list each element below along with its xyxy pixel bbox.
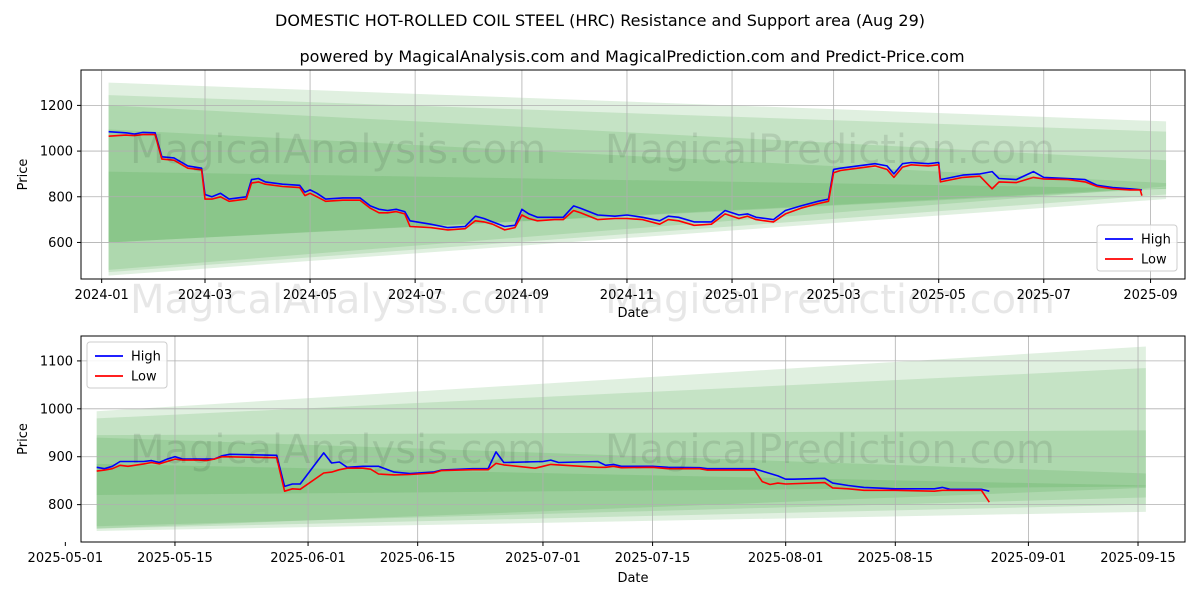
x-tick-label: 2024-11 <box>600 288 654 303</box>
watermark: MagicalAnalysis.com MagicalPrediction.com <box>130 427 1055 473</box>
support-resistance-band-3 <box>108 105 1167 243</box>
chart-subtitle: powered by MagicalAnalysis.com and Magic… <box>299 47 964 66</box>
support-resistance-band-2 <box>108 95 1167 273</box>
x-tick-label: 2025-03 <box>806 288 860 303</box>
x-tick-label: 2025-09 <box>1123 288 1177 303</box>
x-tick-label: 2025-07-15 <box>615 551 691 566</box>
watermark-text: MagicalPrediction.com <box>605 277 1055 323</box>
x-axis-label: Date <box>617 306 648 321</box>
y-tick-label: 800 <box>48 498 73 513</box>
x-tick-label: 2025-08-01 <box>748 551 824 566</box>
x-tick-label: 2025-07 <box>1017 288 1071 303</box>
support-resistance-band-5 <box>108 171 1167 243</box>
support-resistance-band-4 <box>108 129 1167 270</box>
legend-label-low: Low <box>1141 253 1167 268</box>
x-tick-label: 2025-09-01 <box>991 551 1067 566</box>
x-tick-label: 2025-05 <box>912 288 966 303</box>
legend-label-high: High <box>131 350 161 365</box>
watermark-text: MagicalPrediction.com <box>605 127 1055 173</box>
x-tick-label: 2025-05-15 <box>137 551 213 566</box>
plot-frame <box>80 69 1186 280</box>
y-tick-label: 1200 <box>40 99 73 114</box>
y-tick-label: 900 <box>48 450 73 465</box>
watermark: MagicalAnalysis.com MagicalAnalysis.com Ma… <box>130 127 1055 323</box>
y-axis-label: Price <box>16 159 31 191</box>
x-tick-label: 2025-07-01 <box>505 551 581 566</box>
series-line-high <box>96 451 990 492</box>
series-line-low <box>108 133 1143 231</box>
legend: High Low <box>86 341 168 389</box>
y-tick-label: 600 <box>48 236 73 251</box>
y-tick-label: 1000 <box>40 145 73 160</box>
support-resistance-band-5 <box>96 463 1146 496</box>
x-tick-label: 2025-05-01 <box>28 551 104 566</box>
watermark-text: MagicalAnalysis.com <box>130 127 546 173</box>
y-tick-label: 1100 <box>40 354 73 369</box>
y-tick-label: 800 <box>48 190 73 205</box>
x-tick-label: 2024-05 <box>283 288 337 303</box>
series-line-low <box>96 455 990 503</box>
x-axis-label: Date <box>617 571 648 586</box>
bottom-panel: MagicalAnalysis.com MagicalPrediction.com… <box>16 335 1186 586</box>
x-tick-label: 2025-01 <box>705 288 759 303</box>
legend-label-low: Low <box>131 370 157 385</box>
watermark-text: MagicalPrediction.com <box>605 427 1055 473</box>
legend-label-high: High <box>1141 233 1171 248</box>
watermark-text: MagicalAnalysis.com <box>130 277 546 323</box>
y-axis-label: Price <box>16 423 31 455</box>
plot-frame <box>80 335 1186 543</box>
support-resistance-band-4 <box>96 437 1146 529</box>
x-tick-label: 2025-08-15 <box>858 551 934 566</box>
x-tick-label: 2024-01 <box>75 288 129 303</box>
series-line-high <box>108 130 1142 229</box>
legend: High Low <box>1096 224 1178 272</box>
x-tick-label: 2024-07 <box>388 288 442 303</box>
chart-title: DOMESTIC HOT-ROLLED COIL STEEL (HRC) Res… <box>275 11 925 30</box>
x-tick-label: 2025-09-15 <box>1100 551 1176 566</box>
x-tick-label: 2025-06-01 <box>270 551 346 566</box>
support-resistance-band-3 <box>96 430 1146 527</box>
x-tick-label: 2025-06-15 <box>380 551 456 566</box>
watermark-text: MagicalAnalysis.com <box>130 427 546 473</box>
top-panel: MagicalAnalysis.com MagicalAnalysis.com Ma… <box>16 69 1186 323</box>
y-tick-label: 1000 <box>40 402 73 417</box>
support-resistance-band-1 <box>108 82 1167 276</box>
x-tick-label: 2024-09 <box>495 288 549 303</box>
x-tick-label: 2024-03 <box>178 288 232 303</box>
support-resistance-band-1 <box>96 346 1146 531</box>
